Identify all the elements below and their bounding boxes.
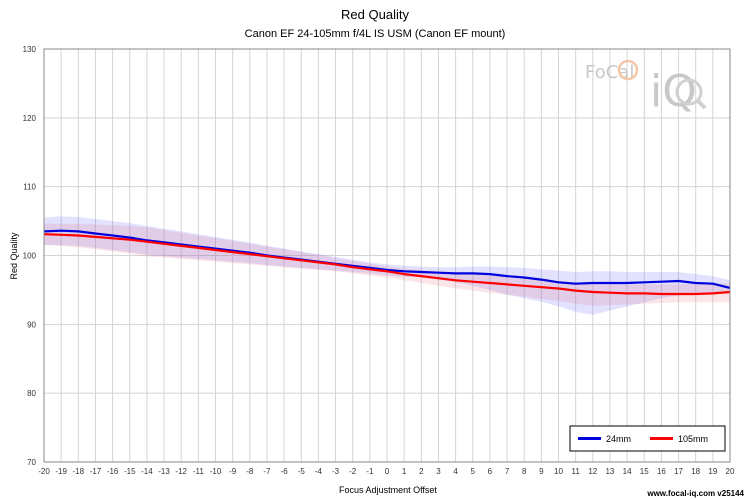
y-tick-label: 110 xyxy=(23,183,36,192)
x-tick-label: 13 xyxy=(605,467,614,476)
x-tick-label: 8 xyxy=(522,467,527,476)
y-tick-label: 80 xyxy=(27,389,36,398)
x-tick-label: -19 xyxy=(55,467,67,476)
x-tick-label: 4 xyxy=(453,467,458,476)
series-lines xyxy=(43,229,731,296)
y-tick-label: 120 xyxy=(23,114,37,123)
x-tick-label: 1 xyxy=(402,467,407,476)
chart-subtitle: Canon EF 24-105mm f/4L IS USM (Canon EF … xyxy=(245,28,506,40)
x-tick-label: -7 xyxy=(263,467,271,476)
watermark-lens-icon xyxy=(617,59,639,81)
x-tick-label: -2 xyxy=(349,467,357,476)
y-axis-label: Red Quality xyxy=(9,232,19,280)
band-24mm xyxy=(44,216,730,315)
legend: 24mm 105mm xyxy=(569,425,726,452)
x-tick-label: 3 xyxy=(436,467,441,476)
watermark-suffix: iQ xyxy=(650,66,697,117)
x-tick-label: -12 xyxy=(175,467,187,476)
chart-title: Red Quality xyxy=(341,7,409,22)
x-tick-label: -15 xyxy=(124,467,136,476)
x-tick-label: 18 xyxy=(691,467,700,476)
x-tick-label: 10 xyxy=(554,467,563,476)
x-tick-label: -4 xyxy=(315,467,323,476)
x-tick-label: 14 xyxy=(623,467,632,476)
series-line-24mm xyxy=(43,229,731,289)
x-tick-label: -20 xyxy=(38,467,50,476)
x-axis-ticks: -20 -19 -18 -17 -16 -15 -14 -13 -12 -11 -10 -9 -8 -7-… xyxy=(38,467,735,476)
x-tick-label: -5 xyxy=(298,467,306,476)
x-tick-label: -17 xyxy=(90,467,102,476)
x-tick-label: 0 xyxy=(385,467,390,476)
x-tick-label: 20 xyxy=(726,467,735,476)
x-tick-label: -10 xyxy=(210,467,222,476)
x-tick-label: 5 xyxy=(471,467,476,476)
legend-label-105mm: 105mm xyxy=(678,434,708,444)
y-tick-label: 70 xyxy=(27,458,36,467)
watermark-magnifier-handle xyxy=(695,98,707,110)
y-axis-ticks: 70 80 90 100 110 120 130 xyxy=(23,45,37,467)
y-tick-label: 130 xyxy=(23,45,37,54)
x-tick-label: -8 xyxy=(246,467,254,476)
x-tick-label: 11 xyxy=(571,467,580,476)
confidence-bands xyxy=(44,216,730,315)
x-tick-label: 2 xyxy=(419,467,424,476)
x-tick-label: 7 xyxy=(505,467,510,476)
x-tick-label: 15 xyxy=(640,467,649,476)
plot-frame xyxy=(43,48,731,463)
x-tick-label: 19 xyxy=(708,467,717,476)
x-tick-label: -14 xyxy=(141,467,153,476)
legend-label-24mm: 24mm xyxy=(606,434,631,444)
x-tick-label: -1 xyxy=(366,467,374,476)
watermark-magnifier-icon xyxy=(675,78,703,106)
x-axis-label: Focus Adjustment Offset xyxy=(339,485,437,495)
band-105mm xyxy=(44,223,730,306)
x-tick-label: -9 xyxy=(229,467,237,476)
x-tick-label: 9 xyxy=(539,467,544,476)
x-tick-label: 6 xyxy=(488,467,493,476)
x-tick-label: -6 xyxy=(281,467,289,476)
x-tick-label: 12 xyxy=(588,467,597,476)
x-tick-label: -13 xyxy=(158,467,170,476)
x-tick-label: -18 xyxy=(73,467,85,476)
x-tick-label: 16 xyxy=(657,467,666,476)
x-tick-label: -16 xyxy=(107,467,119,476)
x-tick-label: -11 xyxy=(193,467,205,476)
series-line-105mm xyxy=(43,233,731,296)
footer-watermark: www.focal-iq.com v25144 xyxy=(646,489,744,498)
watermark-logo: FoCal iQ xyxy=(585,59,707,117)
x-tick-label: -3 xyxy=(332,467,340,476)
grid xyxy=(43,48,731,463)
y-tick-label: 100 xyxy=(23,252,37,261)
x-tick-label: 17 xyxy=(674,467,683,476)
y-tick-label: 90 xyxy=(27,320,36,329)
